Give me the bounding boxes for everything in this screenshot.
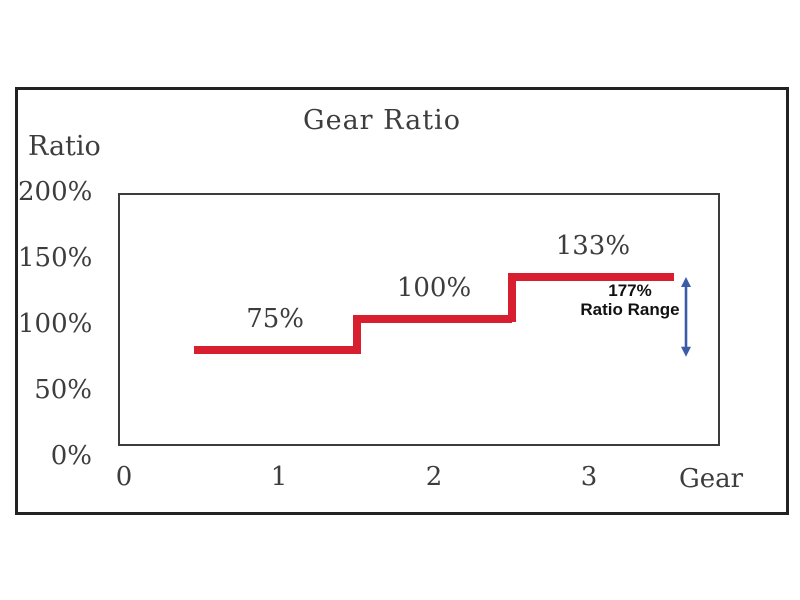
step-connector xyxy=(352,314,361,354)
y-tick-label: 200% xyxy=(18,177,93,207)
step-connector xyxy=(507,273,516,323)
point-label: 100% xyxy=(396,272,472,303)
line-segment xyxy=(511,273,675,282)
x-tick-label: 3 xyxy=(580,462,598,492)
line-segment xyxy=(193,345,357,354)
x-tick-label: 1 xyxy=(270,462,288,492)
ratio-range-annotation: 177% Ratio Range xyxy=(580,281,679,319)
y-tick-label: 0% xyxy=(50,441,92,471)
y-axis-title: Ratio xyxy=(28,131,101,162)
ratio-range-label: Ratio Range xyxy=(580,300,680,319)
point-label: 75% xyxy=(246,303,305,334)
line-segment xyxy=(356,314,512,323)
x-tick-label: 2 xyxy=(425,462,443,492)
y-tick-label: 100% xyxy=(18,309,93,339)
double-arrow-icon xyxy=(681,277,691,357)
ratio-range-value: 177% xyxy=(608,281,652,300)
chart-title: Gear Ratio xyxy=(303,105,461,136)
x-axis-title: Gear xyxy=(678,464,744,494)
point-label: 133% xyxy=(555,231,631,262)
x-tick-label: 0 xyxy=(115,462,133,492)
y-tick-label: 50% xyxy=(34,375,92,405)
y-tick-label: 150% xyxy=(18,243,93,273)
